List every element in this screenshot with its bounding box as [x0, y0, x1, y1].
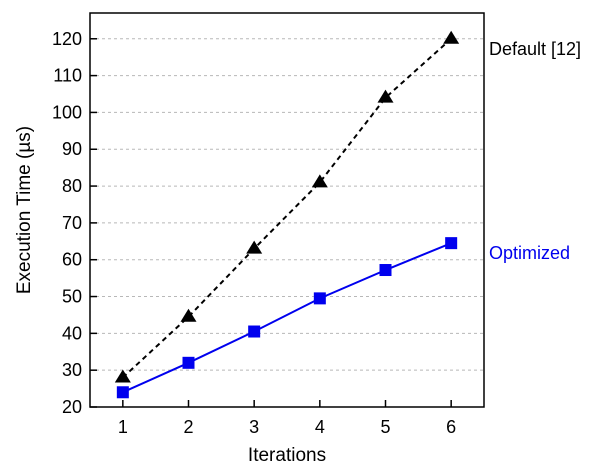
data-point-triangle [377, 89, 394, 103]
data-point-square [182, 356, 195, 369]
y-tick-label: 110 [53, 66, 82, 86]
series-line [122, 38, 452, 379]
data-point-square [248, 325, 261, 338]
data-point-square [379, 264, 392, 277]
y-tick-label: 120 [52, 29, 82, 49]
grid-layer [90, 38, 484, 371]
x-tick-label: 1 [118, 417, 128, 437]
legend-label: Optimized [489, 243, 570, 263]
data-point-triangle [114, 369, 131, 383]
data-point-square [313, 292, 326, 305]
y-tick-label: 80 [62, 176, 82, 196]
y-tick-label: 60 [62, 250, 82, 270]
axis-layer: 20 30 40 50 60 70 80 90 100 110 120 1 2 3 4 5 6 [52, 29, 456, 437]
x-tick-label: 4 [315, 417, 325, 437]
x-tick-label: 3 [249, 417, 259, 437]
y-tick-label: 100 [52, 102, 82, 122]
y-tick-label: 50 [62, 287, 82, 307]
x-axis-label: Iterations [248, 445, 326, 464]
y-axis-label: Execution Time (µs) [14, 126, 35, 294]
series-layer [114, 30, 460, 399]
x-tick-label: 6 [446, 417, 456, 437]
data-point-triangle [443, 30, 460, 44]
y-tick-label: 30 [62, 360, 82, 380]
data-point-square [116, 386, 129, 399]
x-tick-label: 2 [183, 417, 193, 437]
y-tick-label: 90 [62, 139, 82, 159]
legend-layer: Default [12] Optimized [489, 39, 581, 263]
data-point-square [445, 237, 458, 250]
x-tick-label: 5 [380, 417, 390, 437]
legend-label: Default [12] [489, 39, 581, 59]
data-point-triangle [180, 308, 197, 322]
series-line [122, 242, 452, 394]
y-tick-label: 20 [62, 397, 82, 417]
plot-frame [89, 12, 485, 408]
data-point-triangle [246, 240, 263, 254]
y-tick-label: 40 [62, 323, 82, 343]
y-tick-label: 70 [62, 213, 82, 233]
data-point-triangle [311, 174, 328, 188]
